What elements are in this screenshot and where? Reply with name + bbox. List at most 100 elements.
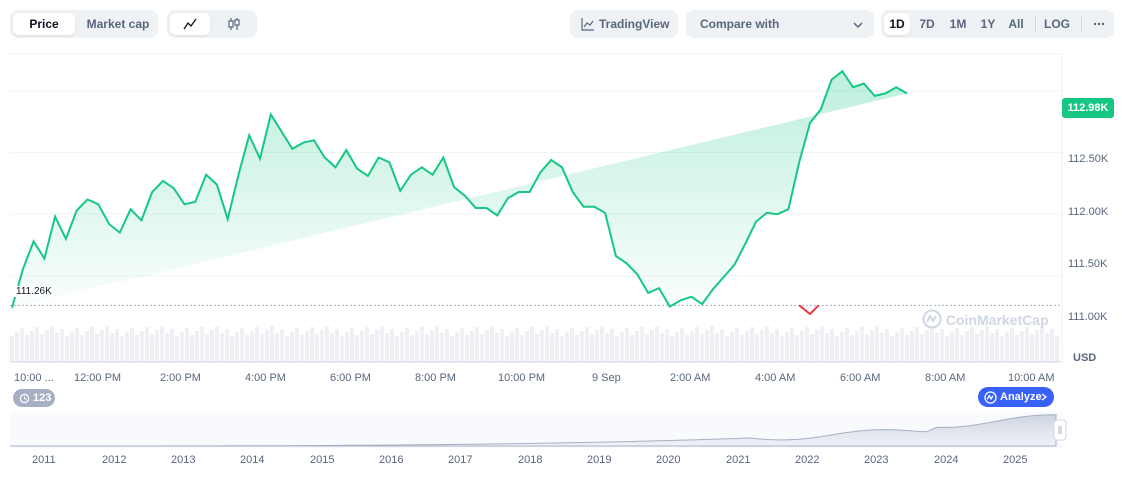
volume-bar [890,336,894,362]
volume-bar [1020,331,1024,362]
range-1d[interactable]: 1D [884,13,910,35]
currency-label: USD [1073,352,1097,364]
range-all[interactable]: All [1008,17,1024,31]
range-1m[interactable]: 1M [949,17,967,31]
log-toggle[interactable]: LOG [1044,17,1070,31]
volume-bar [710,326,714,362]
volume-bar [970,327,974,362]
navigator-year-label: 2013 [171,454,196,466]
volume-bar [330,333,334,362]
volume-bar [340,336,344,362]
volume-bar [650,330,654,362]
volume-bar [95,334,99,362]
volume-bar [30,331,34,362]
volume-bar [985,326,989,362]
volume-bar [830,329,834,362]
volume-bar [35,327,39,362]
navigator-year-label: 2021 [726,454,751,466]
watermark: CoinMarketCap [922,309,1049,329]
navigator-year-label: 2024 [934,454,959,466]
navigator-year-label: 2012 [102,454,127,466]
volume-bar [1025,327,1029,362]
volume-bar [595,330,599,362]
navigator-year-label: 2020 [656,454,681,466]
volume-bar [945,336,949,362]
volume-bar [235,332,239,362]
volume-bar [145,327,149,362]
navigator-handle[interactable] [1053,419,1067,441]
volume-bar [140,331,144,362]
volume-bar [210,330,214,362]
navigator-year-label: 2015 [310,454,335,466]
y-tick-label: 112.00K [1068,206,1109,218]
analyze-button[interactable]: Analyze [978,387,1054,407]
coinmarketcap-logo-icon [922,309,942,329]
volume-bar [325,326,329,362]
volume-bar [205,334,209,362]
volume-bar [70,332,74,362]
line-chart-button[interactable] [170,13,210,35]
volume-bar [765,326,769,362]
volume-bar [935,333,939,362]
volume-bar [860,327,864,362]
volume-bar [165,333,169,362]
volume-bar [755,334,759,362]
tab-market-cap[interactable]: Market cap [86,17,150,31]
volume-bar [370,334,374,362]
volume-bar [225,329,229,362]
volume-bar [910,331,914,362]
volume-bar [805,327,809,362]
chart-type-toggle [167,10,257,38]
tradingview-chart-icon [581,18,594,31]
tab-price[interactable]: Price [13,13,75,35]
volume-bar [510,332,514,362]
volume-bar [1000,336,1004,362]
volume-bar [740,335,744,362]
volume-bar [80,335,84,362]
x-tick-label: 6:00 PM [330,372,371,384]
volume-bar [180,332,184,362]
volume-bar [245,335,249,362]
open-price-label: 111.26K [14,286,54,297]
volume-bar [950,332,954,362]
volume-bar [320,330,324,362]
range-1y[interactable]: 1Y [980,17,996,31]
volume-bar [1010,328,1014,362]
volume-bar [1005,332,1009,362]
x-tick-label: 8:00 PM [415,372,456,384]
volume-bar [885,329,889,362]
volume-bar [745,331,749,362]
volume-bar [625,328,629,362]
volume-bar [990,333,994,362]
volume-bar [535,334,539,362]
volume-bar [660,333,664,362]
x-tick-label: 2:00 PM [160,372,201,384]
volume-bar [615,336,619,362]
history-badge[interactable]: 123 [13,389,55,407]
volume-bar [400,332,404,362]
navigator-year-label: 2019 [587,454,612,466]
volume-bar [425,334,429,362]
volume-bar [260,334,264,362]
volume-bar [825,333,829,362]
volume-bar [455,332,459,362]
navigator-year-label: 2014 [240,454,265,466]
volume-bar [350,328,354,362]
volume-bar [75,328,79,362]
analyze-label: Analyze [1000,391,1042,403]
volume-bar [335,329,339,362]
candlestick-icon [228,18,240,30]
range-7d[interactable]: 7D [919,17,935,31]
volume-bar [565,332,569,362]
tradingview-button[interactable]: TradingView [570,10,678,38]
volume-bar [125,332,129,362]
volume-bar [230,336,234,362]
volume-bar [560,336,564,362]
volume-bar [385,333,389,362]
volume-bar [490,326,494,362]
volume-bar [25,335,29,362]
compare-with-select[interactable]: Compare with [686,10,874,38]
more-options-button[interactable] [1086,13,1112,35]
candlestick-button[interactable] [214,13,254,35]
